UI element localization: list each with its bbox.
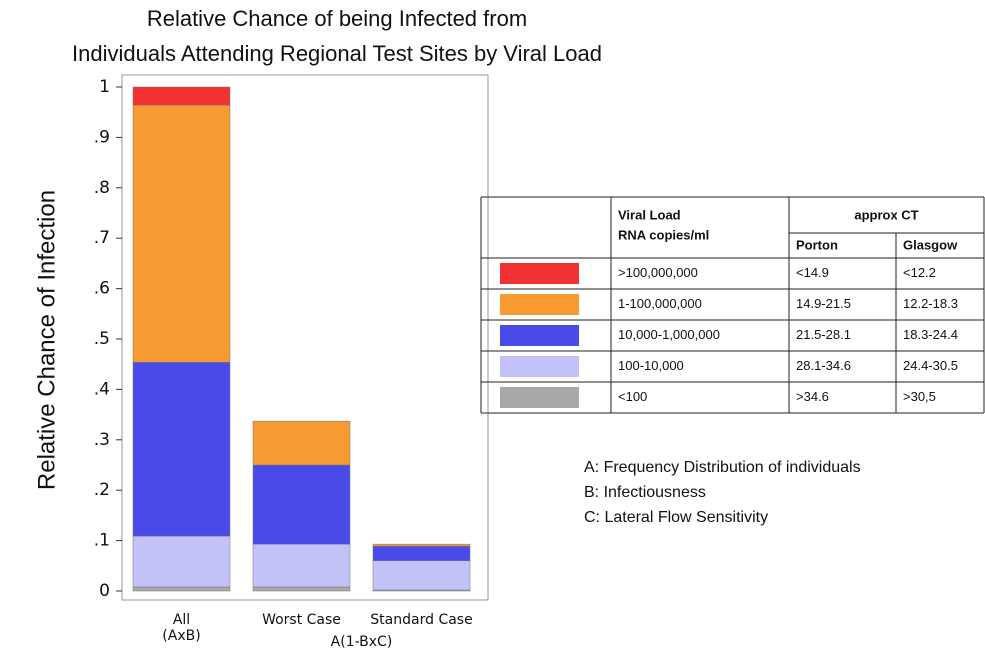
plot-frame <box>121 74 489 601</box>
table-text: <12.2 <box>903 265 936 280</box>
table-text: >100,000,000 <box>618 265 698 280</box>
legend-swatch <box>500 356 579 377</box>
legend-swatch <box>500 325 579 346</box>
chart-title: Individuals Attending Regional Test Site… <box>72 41 602 66</box>
chart-title: Relative Chance of being Infected from <box>147 6 527 31</box>
bar-segment <box>252 464 351 545</box>
x-tick-label: Worst Case <box>262 612 341 628</box>
table-text: 24.4-30.5 <box>903 358 958 373</box>
x-sublabel: (AxB) <box>162 628 200 644</box>
legend-swatch <box>500 263 579 284</box>
x-tick-label: All <box>173 612 190 628</box>
table-text: approx CT <box>854 207 918 222</box>
table-text: RNA copies/ml <box>618 227 709 242</box>
x-sublabel: A(1-BxC) <box>331 634 393 650</box>
bar-segment <box>132 361 231 537</box>
note: C: Lateral Flow Sensitivity <box>584 509 768 526</box>
table-text: Porton <box>796 237 838 252</box>
bar-segment <box>132 586 231 592</box>
table-text: >30,5 <box>903 389 936 404</box>
y-tick-label: .5 <box>94 329 110 349</box>
legend-swatch <box>500 294 579 315</box>
bar-segment <box>252 586 351 592</box>
y-axis-label: Relative Chance of Infection <box>33 190 60 490</box>
table-text: 14.9-21.5 <box>796 296 851 311</box>
y-tick-label: .1 <box>94 531 110 551</box>
table-text: >34.6 <box>796 389 829 404</box>
bar-segment <box>372 545 471 562</box>
table-text: <100 <box>618 389 647 404</box>
table-text: 18.3-24.4 <box>903 327 958 342</box>
legend-swatch <box>500 387 579 408</box>
bar-segment <box>132 86 231 106</box>
bar-segment <box>132 535 231 588</box>
bar-segment <box>372 543 471 547</box>
note: B: Infectiousness <box>584 484 706 501</box>
table-text: 10,000-1,000,000 <box>618 327 720 342</box>
bar-segment <box>252 420 351 466</box>
bar-segment <box>132 104 231 363</box>
bar-segment <box>252 543 351 588</box>
x-tick-label: Standard Case <box>370 612 472 628</box>
table-text: Viral Load <box>618 207 681 222</box>
y-tick-label: .2 <box>94 480 110 500</box>
table-text: 12.2-18.3 <box>903 296 958 311</box>
y-tick-label: .4 <box>94 379 110 399</box>
table-text: 21.5-28.1 <box>796 327 851 342</box>
y-tick-label: 1 <box>99 77 110 97</box>
table-text: 28.1-34.6 <box>796 358 851 373</box>
note: A: Frequency Distribution of individuals <box>584 459 861 476</box>
table-text: 100-10,000 <box>618 358 684 373</box>
y-tick-label: .3 <box>94 430 110 450</box>
y-tick-label: .7 <box>94 228 110 248</box>
y-tick-label: .8 <box>94 178 110 198</box>
table-text: <14.9 <box>796 265 829 280</box>
y-tick-label: .6 <box>94 279 110 299</box>
table-text: Glasgow <box>903 237 958 252</box>
table-text: 1-100,000,000 <box>618 296 702 311</box>
y-tick-label: 0 <box>99 581 110 601</box>
bar-segment <box>372 560 471 591</box>
y-tick-label: .9 <box>94 127 110 147</box>
